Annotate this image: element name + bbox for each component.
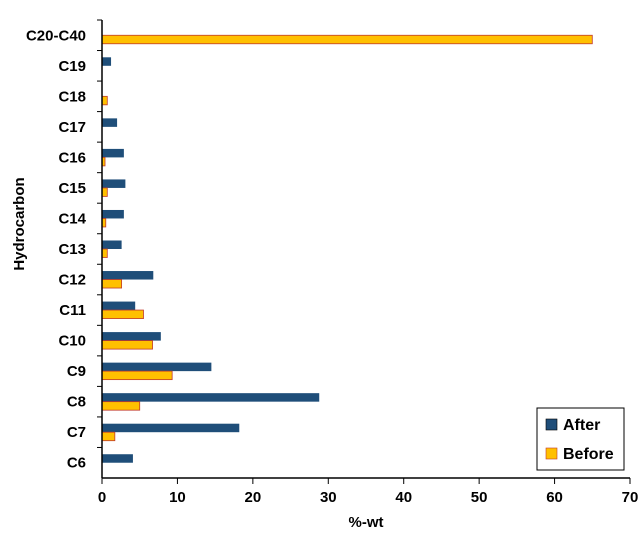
- y-tick-label-c14: C14: [58, 210, 86, 227]
- y-tick-label-c9: C9: [67, 363, 86, 380]
- legend-label-before: Before: [563, 446, 614, 463]
- y-tick-label-c10: C10: [58, 333, 86, 350]
- bars-group: [101, 34, 593, 463]
- y-axis-title: Hydrocarbon: [11, 177, 28, 270]
- bar-after-c15: [102, 179, 126, 188]
- y-tick-label-c17: C17: [58, 119, 86, 136]
- bar-before-c7: [101, 431, 116, 442]
- bar-after-c7: [102, 423, 240, 433]
- axes-group: [101, 20, 630, 479]
- x-tick-label-10: 10: [169, 489, 186, 506]
- bar-before-c12: [101, 279, 123, 289]
- legend-swatch-after: [545, 418, 558, 431]
- bar-before-c8: [101, 401, 141, 411]
- x-tick-label-30: 30: [320, 489, 337, 506]
- legend-label-after: After: [563, 417, 600, 434]
- x-tick-label-40: 40: [395, 489, 412, 506]
- y-tick-label-c20-c40: C20-C40: [26, 27, 86, 44]
- x-tick-label-60: 60: [546, 489, 563, 506]
- legend-box: [536, 407, 625, 471]
- y-tick-label-c8: C8: [67, 394, 86, 411]
- y-tick-label-c18: C18: [58, 88, 86, 105]
- y-tick-label-c19: C19: [58, 58, 86, 75]
- legend: After Before: [536, 407, 625, 471]
- bar-after-c19: [102, 57, 112, 66]
- bar-before-c11: [101, 309, 144, 319]
- y-tick-label-c6: C6: [67, 455, 86, 472]
- bar-after-c13: [102, 240, 122, 249]
- bar-before-c10: [101, 340, 153, 350]
- y-tick-labels: C20-C40 C19 C18 C17 C16 C15 C14 C13 C12 C11 C10 C9 C…: [26, 19, 102, 472]
- bar-before-c9: [101, 370, 173, 381]
- x-tick-label-50: 50: [471, 489, 488, 506]
- x-tick-label-20: 20: [245, 489, 262, 506]
- y-tick-label-c11: C11: [59, 302, 86, 319]
- bar-after-c9: [102, 362, 212, 372]
- x-tick-label-0: 0: [98, 489, 106, 506]
- bar-after-c12: [102, 271, 154, 280]
- bar-after-c17: [102, 118, 118, 127]
- bar-after-c6: [102, 454, 133, 463]
- bar-after-c10: [102, 332, 161, 341]
- x-tick-label-70: 70: [622, 489, 639, 506]
- y-tick-label-c15: C15: [58, 180, 86, 197]
- legend-swatch-before: [545, 447, 558, 460]
- y-tick-label-c7: C7: [67, 424, 86, 441]
- bar-after-c14: [102, 209, 124, 219]
- bar-before-c15: [101, 187, 108, 197]
- x-ticks-group: 0 10 20 30 40 50 60 70: [98, 478, 639, 506]
- y-tick-label-c16: C16: [58, 149, 86, 166]
- y-tick-label-c13: C13: [58, 241, 86, 258]
- bar-before-c20-c40: [101, 34, 593, 45]
- bar-before-c13: [101, 248, 108, 258]
- bar-before-c18: [101, 95, 108, 106]
- bar-after-c11: [102, 301, 136, 311]
- x-axis-title: %-wt: [349, 514, 384, 531]
- y-tick-label-c12: C12: [58, 272, 86, 289]
- bar-after-c8: [102, 393, 320, 402]
- bar-after-c16: [102, 148, 124, 158]
